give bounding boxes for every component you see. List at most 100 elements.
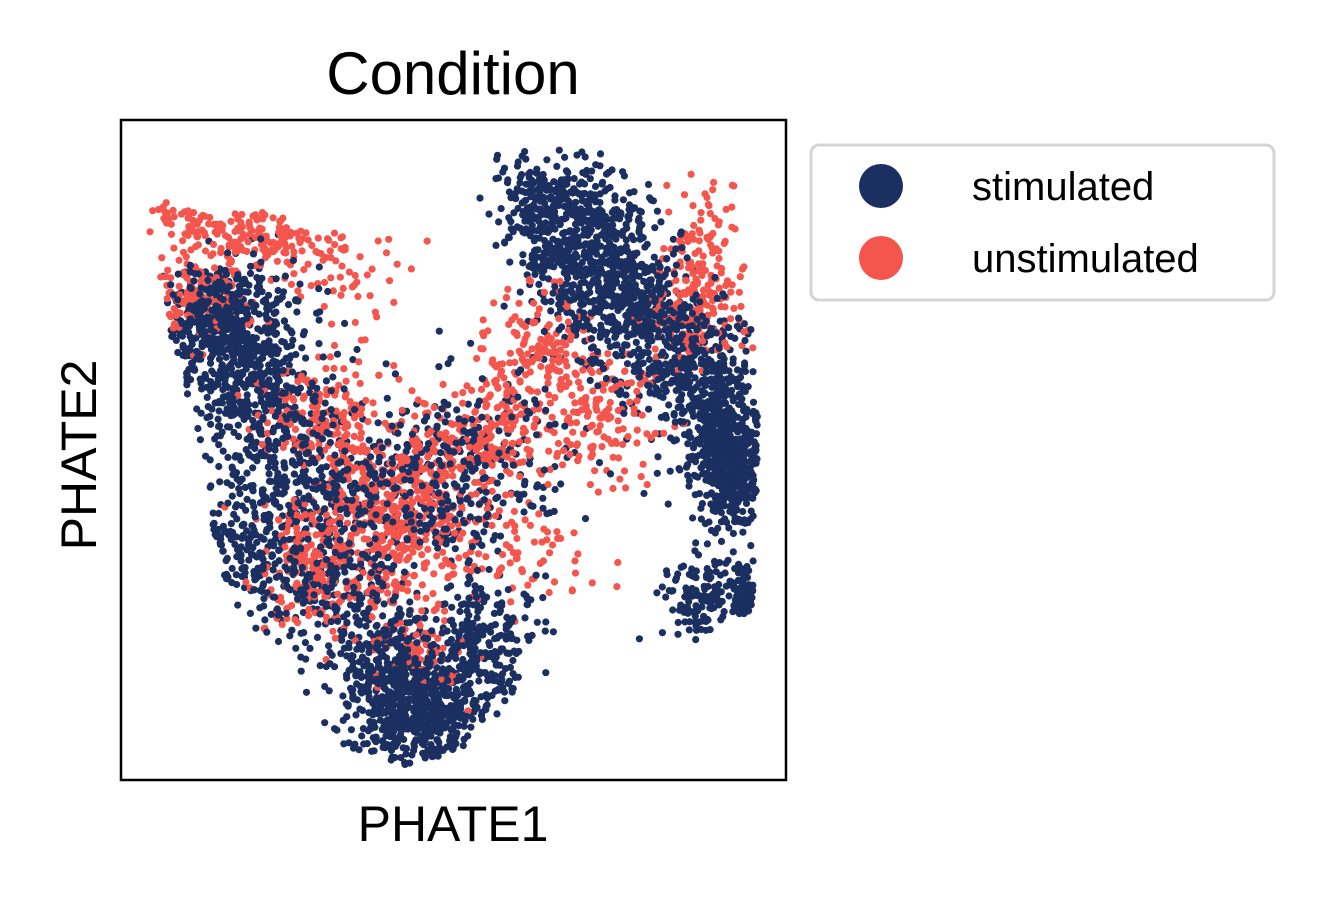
point-unstimulated — [722, 281, 730, 290]
point-stimulated — [306, 644, 314, 653]
point-stimulated — [682, 463, 691, 471]
point-unstimulated — [513, 534, 521, 543]
point-unstimulated — [408, 387, 416, 395]
point-stimulated — [651, 224, 659, 232]
point-stimulated — [357, 673, 365, 682]
point-stimulated — [622, 236, 630, 244]
point-unstimulated — [414, 396, 422, 404]
point-stimulated — [233, 475, 241, 483]
point-unstimulated — [320, 278, 329, 287]
point-unstimulated — [535, 510, 543, 518]
point-stimulated — [739, 528, 747, 536]
point-unstimulated — [499, 551, 507, 559]
point-unstimulated — [697, 216, 705, 224]
point-stimulated — [716, 317, 724, 325]
point-unstimulated — [524, 350, 532, 358]
point-unstimulated — [387, 527, 395, 535]
point-unstimulated — [516, 378, 524, 386]
point-stimulated — [280, 338, 288, 346]
point-unstimulated — [363, 271, 371, 279]
point-unstimulated — [534, 310, 542, 318]
point-unstimulated — [636, 380, 644, 388]
point-unstimulated — [574, 378, 583, 386]
point-stimulated — [325, 687, 333, 695]
point-unstimulated — [375, 371, 383, 379]
point-stimulated — [644, 370, 653, 378]
point-unstimulated — [504, 285, 512, 293]
point-unstimulated — [488, 487, 496, 495]
point-unstimulated — [567, 441, 575, 449]
point-unstimulated — [394, 533, 402, 541]
point-unstimulated — [246, 224, 254, 232]
point-unstimulated — [286, 420, 295, 428]
point-stimulated — [208, 405, 216, 413]
point-unstimulated — [651, 345, 659, 353]
point-unstimulated — [710, 178, 718, 186]
point-unstimulated — [322, 365, 330, 373]
point-unstimulated — [565, 379, 573, 387]
point-unstimulated — [703, 301, 711, 309]
point-unstimulated — [553, 528, 561, 536]
point-stimulated — [302, 688, 311, 696]
point-stimulated — [729, 355, 737, 363]
point-unstimulated — [515, 299, 523, 307]
point-unstimulated — [596, 414, 604, 422]
point-unstimulated — [606, 398, 614, 407]
point-unstimulated — [207, 252, 215, 260]
point-unstimulated — [682, 276, 691, 285]
point-stimulated — [497, 472, 505, 480]
point-unstimulated — [479, 316, 487, 324]
point-unstimulated — [528, 345, 536, 353]
point-stimulated — [543, 510, 551, 518]
point-stimulated — [316, 662, 324, 670]
point-unstimulated — [251, 233, 259, 242]
point-unstimulated — [350, 448, 358, 456]
point-unstimulated — [606, 413, 615, 421]
point-unstimulated — [609, 484, 617, 493]
point-stimulated — [215, 462, 223, 471]
point-unstimulated — [690, 235, 698, 243]
point-unstimulated — [325, 236, 333, 244]
point-stimulated — [398, 579, 407, 588]
point-unstimulated — [633, 439, 641, 447]
point-unstimulated — [737, 302, 745, 310]
point-stimulated — [522, 180, 530, 188]
point-stimulated — [689, 514, 697, 522]
point-stimulated — [604, 337, 612, 345]
point-unstimulated — [282, 249, 290, 257]
point-unstimulated — [512, 403, 520, 412]
point-unstimulated — [497, 564, 506, 572]
point-unstimulated — [356, 434, 365, 442]
point-unstimulated — [510, 328, 518, 336]
point-unstimulated — [304, 236, 312, 244]
point-unstimulated — [382, 569, 390, 577]
point-unstimulated — [579, 430, 588, 438]
point-unstimulated — [633, 426, 641, 434]
point-stimulated — [289, 336, 297, 344]
point-unstimulated — [463, 382, 471, 390]
point-stimulated — [599, 178, 607, 186]
point-unstimulated — [651, 429, 659, 437]
point-stimulated — [557, 480, 565, 488]
point-unstimulated — [273, 257, 281, 265]
point-unstimulated — [459, 389, 467, 397]
point-unstimulated — [510, 527, 519, 536]
point-stimulated — [196, 375, 204, 383]
point-stimulated — [513, 636, 521, 644]
point-unstimulated — [586, 423, 595, 431]
point-unstimulated — [371, 308, 379, 316]
point-unstimulated — [530, 299, 538, 307]
point-unstimulated — [548, 413, 556, 421]
point-unstimulated — [715, 284, 723, 292]
point-unstimulated — [430, 607, 438, 615]
point-unstimulated — [413, 487, 421, 495]
point-unstimulated — [587, 453, 595, 461]
point-unstimulated — [554, 534, 562, 543]
point-stimulated — [752, 459, 760, 467]
point-unstimulated — [146, 228, 154, 236]
point-unstimulated — [330, 229, 339, 237]
point-unstimulated — [535, 305, 543, 313]
point-unstimulated — [360, 535, 368, 543]
point-unstimulated — [448, 570, 456, 579]
point-unstimulated — [338, 411, 346, 419]
